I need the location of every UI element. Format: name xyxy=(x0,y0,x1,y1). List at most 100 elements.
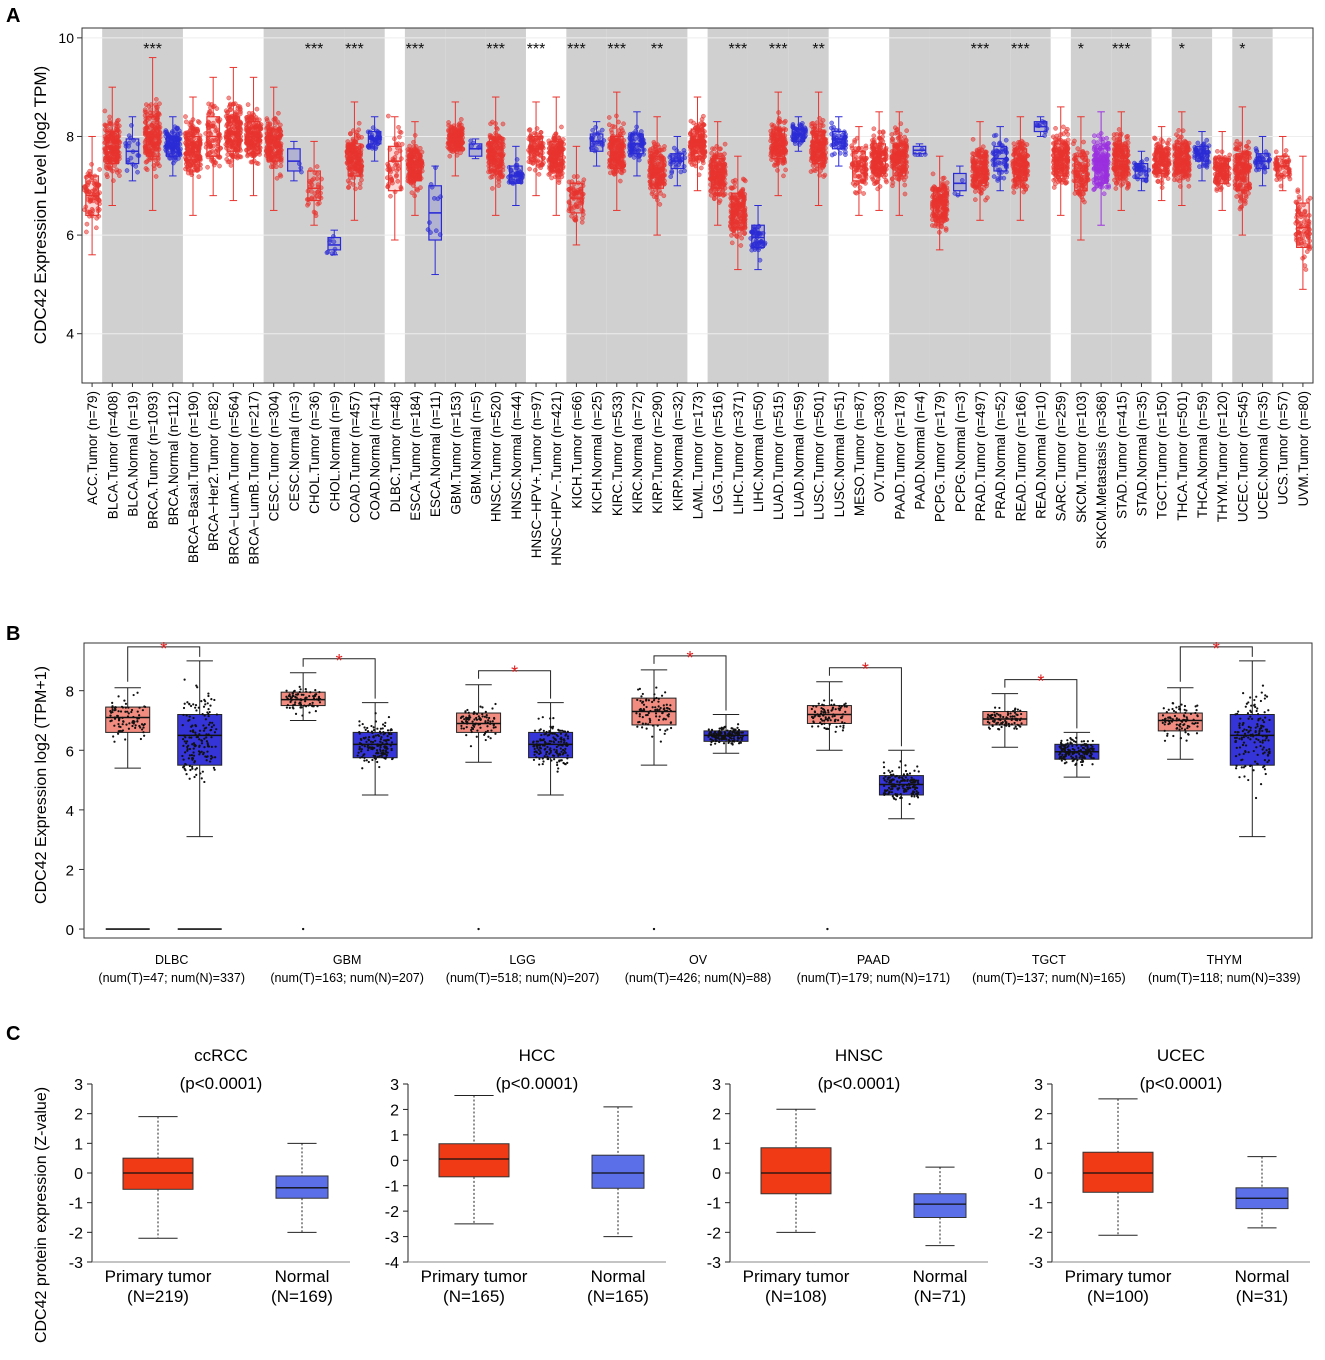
panel-a-point xyxy=(729,240,735,246)
panel-a-shade-band xyxy=(1070,28,1112,383)
panel-a-box xyxy=(186,135,200,172)
panel-a-point xyxy=(273,121,279,126)
panel-a-point xyxy=(359,177,364,183)
panel-a-point xyxy=(276,110,281,116)
panel-a-point xyxy=(820,123,826,128)
panel-a-ytick-label: 10 xyxy=(58,30,74,46)
panel-a-point xyxy=(872,181,877,187)
panel-a-point xyxy=(254,106,260,112)
panel-a-point xyxy=(571,174,577,179)
panel-a-point xyxy=(890,137,895,142)
panel-a-xtick-label: LUAD.Tumor (n=515) xyxy=(771,391,786,520)
panel-a-point xyxy=(225,159,231,165)
panel-a-point xyxy=(810,120,816,126)
panel-a-box xyxy=(327,236,342,251)
panel-a-box xyxy=(246,121,261,155)
panel-a-point xyxy=(490,186,495,191)
panel-a-point xyxy=(871,137,877,143)
panel-a-point xyxy=(889,132,895,137)
panel-a-xtick-label: HNSC−HPV+.Tumor (n=97) xyxy=(529,391,544,558)
panel-a-box xyxy=(791,128,806,143)
panel-a-point xyxy=(657,202,663,207)
panel-a-xtick-label: GBM.Tumor (n=153) xyxy=(448,391,463,515)
panel-a-point xyxy=(228,107,233,113)
panel-a-point xyxy=(144,159,150,164)
panel-a-point xyxy=(730,178,736,184)
panel-a-xtick-label: ESCA.Tumor (n=184) xyxy=(408,391,423,521)
panel-a-point xyxy=(573,214,579,220)
panel-a-xtick-label: HNSC−HPV−.Tumor (n=421) xyxy=(549,391,564,566)
panel-a-point xyxy=(883,178,889,183)
panel-a-box xyxy=(226,116,241,152)
panel-a-point xyxy=(880,134,885,140)
panel-a-shade-band xyxy=(102,28,143,383)
panel-a-point xyxy=(658,191,663,196)
panel-a-xtick-label: COAD.Normal (n=41) xyxy=(368,391,383,520)
panel-a-point xyxy=(196,174,202,180)
panel-a-point xyxy=(171,160,176,166)
panel-a-point xyxy=(739,227,745,233)
panel-a-point xyxy=(397,134,402,140)
panel-a-point xyxy=(109,121,114,127)
panel-a-box xyxy=(468,143,483,157)
panel-a-shade-band xyxy=(404,28,446,383)
panel-a-xtick-label: KIRC.Normal (n=72) xyxy=(630,391,645,514)
panel-a-point xyxy=(268,164,274,170)
panel-a-point xyxy=(346,184,352,190)
panel-a-point xyxy=(739,235,744,241)
panel-a-shade-band xyxy=(485,28,526,383)
panel-a-point xyxy=(133,164,139,169)
panel-a-point xyxy=(580,215,585,221)
panel-a-point xyxy=(708,192,714,198)
panel-a-point xyxy=(196,120,202,125)
panel-a-point xyxy=(619,170,625,176)
panel-a-point xyxy=(107,114,112,120)
panel-a-point xyxy=(253,115,259,120)
panel-a-xtick-label: PAAD.Normal (n=4) xyxy=(912,391,927,510)
panel-a-point xyxy=(155,105,160,110)
panel-letter-a: A xyxy=(6,5,20,27)
panel-a-xtick-label: CHOL.Normal (n=9) xyxy=(327,391,342,511)
panel-a-box xyxy=(387,145,402,192)
panel-a-point xyxy=(348,131,353,137)
panel-a-point xyxy=(357,185,363,190)
panel-a-point xyxy=(783,118,788,124)
panel-a-shade-band xyxy=(445,28,486,383)
panel-a-point xyxy=(606,115,612,120)
panel-a-point xyxy=(385,113,391,119)
panel-a-point xyxy=(237,111,243,117)
panel-a-point xyxy=(235,105,241,111)
panel-a-box xyxy=(488,138,503,172)
panel-a-shade-band xyxy=(1171,28,1213,383)
panel-a-xtick-label: CESC.Tumor (n=304) xyxy=(267,391,282,521)
panel-a-point xyxy=(781,173,786,179)
panel-a-point xyxy=(409,190,415,196)
panel-a-point xyxy=(538,130,544,135)
panel-a-point xyxy=(396,125,401,130)
panel-a-shade-band xyxy=(1232,28,1273,383)
panel-a-point xyxy=(413,148,419,153)
panel-a-xtick-label: BRCA.Tumor (n=1093) xyxy=(146,391,161,529)
panel-a-shade-band xyxy=(1111,28,1152,383)
panel-a-point xyxy=(388,193,393,199)
panel-a-point xyxy=(581,177,587,183)
panel-a-point xyxy=(446,120,451,125)
panel-a-box xyxy=(347,143,362,177)
panel-a-ytick-label: 6 xyxy=(66,227,74,243)
panel-a-point xyxy=(255,161,261,166)
panel-a-point xyxy=(871,133,877,139)
panel-a-point xyxy=(549,175,554,181)
panel-a-box xyxy=(165,135,180,157)
panel-a-point xyxy=(849,145,855,151)
panel-a-point xyxy=(128,155,134,161)
panel-a-point xyxy=(192,130,198,135)
panel-a-point xyxy=(398,130,404,135)
panel-a-xtick-label: MESO.Tumor (n=87) xyxy=(852,391,867,516)
panel-a-xtick-label: LIHC.Tumor (n=371) xyxy=(731,391,746,515)
panel-a-point xyxy=(496,179,502,185)
panel-a-point xyxy=(188,119,194,125)
panel-a-point xyxy=(124,168,130,173)
panel-a-point xyxy=(832,151,837,157)
panel-a-point xyxy=(775,168,780,173)
panel-a-point xyxy=(668,174,674,179)
